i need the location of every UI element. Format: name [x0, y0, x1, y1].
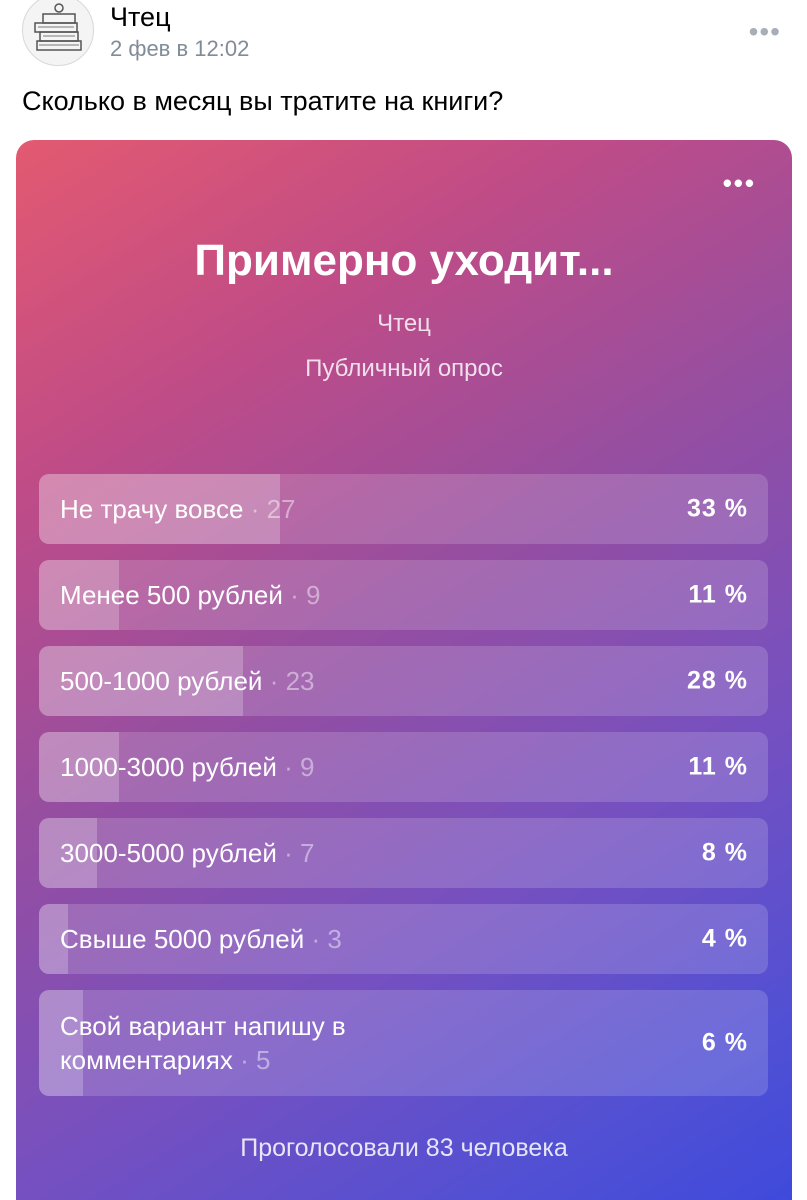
- poll-option-label: Не трачу вовсе · 27: [60, 492, 296, 526]
- poll-option-count: · 5: [240, 1045, 271, 1075]
- poll-option-fill: [39, 732, 120, 802]
- poll-option-percent: 4 %: [701, 924, 748, 953]
- poll-option-percent: 33 %: [687, 494, 748, 523]
- poll-card: ••• Примерно уходит... Чтец Публичный оп…: [16, 140, 792, 1200]
- post-header: Чтец 2 фев в 12:02 •••: [0, 0, 807, 80]
- poll-option[interactable]: 1000-3000 рублей · 9 11 %: [39, 732, 768, 802]
- post-text: Сколько в месяц вы тратите на книги?: [22, 86, 504, 116]
- poll-option-text: 1000-3000 рублей: [60, 752, 277, 782]
- poll-option-count: · 27: [250, 494, 296, 524]
- poll-option-percent: 28 %: [687, 666, 748, 695]
- poll-option-text: Менее 500 рублей: [60, 580, 283, 610]
- poll-option-text: Не трачу вовсе: [60, 494, 244, 524]
- poll-option-count: · 9: [284, 752, 315, 782]
- post-date[interactable]: 2 фев в 12:02: [110, 36, 250, 61]
- poll-option-count: · 23: [269, 666, 315, 696]
- more-options-icon[interactable]: •••: [748, 16, 781, 47]
- poll-option-percent: 8 %: [701, 838, 748, 867]
- poll-option-percent: 11 %: [688, 752, 748, 781]
- votes-total[interactable]: Проголосовали 83 человека: [240, 1134, 568, 1162]
- poll-menu-icon[interactable]: •••: [722, 168, 756, 198]
- books-avatar-icon: [34, 3, 82, 51]
- poll-option[interactable]: Свыше 5000 рублей · 3 4 %: [39, 904, 768, 974]
- poll-option[interactable]: 500-1000 рублей · 23 28 %: [39, 646, 768, 716]
- poll-author: Чтец: [377, 310, 431, 337]
- poll-option-fill: [39, 904, 69, 974]
- poll-options: Не трачу вовсе · 27 33 % Менее 500 рубле…: [39, 474, 768, 1112]
- poll-option-count: · 7: [284, 838, 315, 868]
- poll-option-label: Свыше 5000 рублей · 3: [60, 922, 342, 956]
- poll-option-percent: 11 %: [688, 580, 748, 609]
- poll-option-percent: 6 %: [701, 1028, 748, 1057]
- poll-option-count: · 3: [311, 924, 342, 954]
- poll-option[interactable]: Не трачу вовсе · 27 33 %: [39, 474, 768, 544]
- poll-option-label: 3000-5000 рублей · 7: [60, 836, 314, 870]
- poll-title: Примерно уходит...: [194, 236, 614, 285]
- poll-option-label: 1000-3000 рублей · 9: [60, 750, 314, 784]
- poll-option-text: 3000-5000 рублей: [60, 838, 277, 868]
- poll-option[interactable]: Менее 500 рублей · 9 11 %: [39, 560, 768, 630]
- poll-type: Публичный опрос: [305, 355, 503, 382]
- author-name[interactable]: Чтец: [110, 2, 171, 32]
- poll-option-text: Свой вариант напишу в комментариях: [60, 1011, 346, 1075]
- poll-option-fill: [39, 990, 83, 1096]
- poll-option[interactable]: Свой вариант напишу в комментариях · 5 6…: [39, 990, 768, 1096]
- poll-option[interactable]: 3000-5000 рублей · 7 8 %: [39, 818, 768, 888]
- poll-option-label: Менее 500 рублей · 9: [60, 578, 320, 612]
- avatar[interactable]: [22, 0, 94, 66]
- poll-option-label: Свой вариант напишу в комментариях · 5: [60, 1009, 480, 1077]
- poll-option-text: 500-1000 рублей: [60, 666, 263, 696]
- poll-option-fill: [39, 560, 120, 630]
- poll-option-label: 500-1000 рублей · 23: [60, 664, 315, 698]
- poll-option-fill: [39, 646, 244, 716]
- poll-option-fill: [39, 818, 98, 888]
- poll-option-count: · 9: [290, 580, 321, 610]
- poll-option-text: Свыше 5000 рублей: [60, 924, 305, 954]
- poll-option-fill: [39, 474, 280, 544]
